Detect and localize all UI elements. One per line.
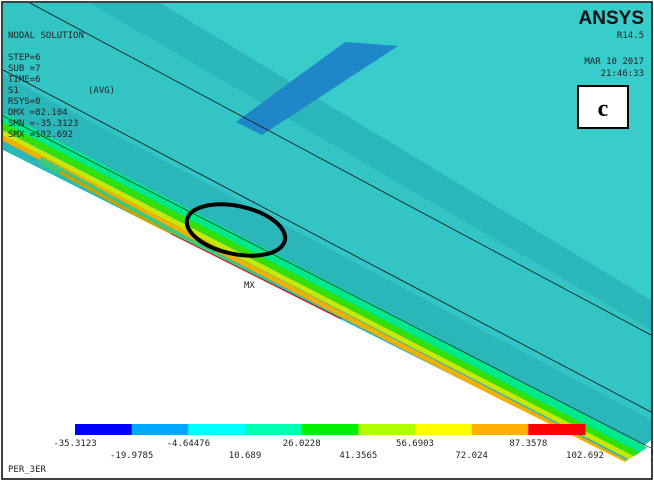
legend-swatch: [302, 424, 359, 435]
info-line: SMN =-35.3123: [8, 119, 78, 129]
info-line: (AVG): [88, 86, 115, 96]
legend-swatch: [75, 424, 132, 435]
max-marker: MX: [244, 281, 255, 291]
legend-swatch: [358, 424, 415, 435]
legend-swatch: [528, 424, 585, 435]
info-line: STEP=6: [8, 53, 41, 63]
info-line: SMX =102.692: [8, 130, 73, 140]
legend-label: 10.689: [229, 451, 262, 461]
legend-label: -35.3123: [53, 439, 96, 449]
legend-swatch: [245, 424, 302, 435]
info-line: SUB =7: [8, 64, 41, 74]
legend-label: 102.692: [566, 451, 604, 461]
info-title: NODAL SOLUTION: [8, 31, 84, 41]
figure: NODAL SOLUTION STEP=6 SUB =7 TIME=6 S1 (…: [0, 0, 654, 481]
footer: PER_3ER: [8, 465, 47, 475]
info-line: S1: [8, 86, 19, 96]
legend-label: 72.024: [455, 451, 488, 461]
date: MAR 10 2017: [584, 57, 644, 67]
legend-swatch: [415, 424, 472, 435]
legend-label: 26.0228: [283, 439, 321, 449]
panel-label: c: [598, 96, 609, 122]
legend-label: 41.3565: [339, 451, 377, 461]
legend-swatch: [132, 424, 189, 435]
info-line: RSYS=0: [8, 97, 41, 107]
legend-label: 56.6903: [396, 439, 434, 449]
info-line: TIME=6: [8, 75, 41, 85]
legend-swatch: [472, 424, 529, 435]
time: 21:46:33: [601, 69, 644, 79]
legend-label: 87.3578: [509, 439, 547, 449]
legend-swatch: [188, 424, 245, 435]
info-line: DMX =82.104: [8, 108, 68, 118]
legend-label: -4.64476: [167, 439, 210, 449]
legend-label: -19.9785: [110, 451, 153, 461]
brand: ANSYS: [579, 8, 644, 29]
version: R14.5: [617, 31, 644, 41]
